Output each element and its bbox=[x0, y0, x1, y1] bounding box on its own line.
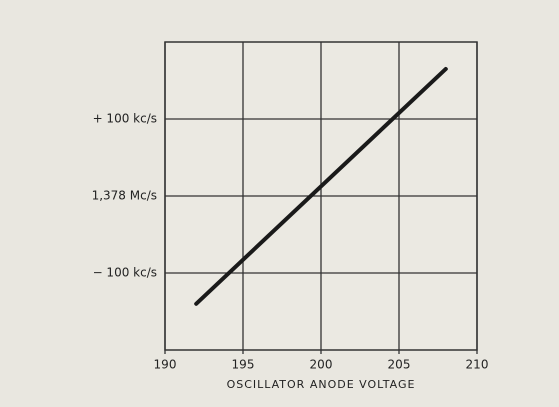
x-tick-label: 190 bbox=[154, 358, 177, 372]
x-axis-label: OSCILLATOR ANODE VOLTAGE bbox=[227, 378, 416, 391]
y-tick-label: + 100 kc/s bbox=[93, 112, 157, 126]
y-tick-label: − 100 kc/s bbox=[93, 266, 157, 280]
y-tick-label: 1,378 Mc/s bbox=[92, 189, 157, 203]
x-tick-label: 195 bbox=[232, 358, 255, 372]
x-tick-label: 205 bbox=[388, 358, 411, 372]
x-tick-label: 200 bbox=[310, 358, 333, 372]
data-line bbox=[194, 66, 448, 306]
x-tick-label: 210 bbox=[466, 358, 489, 372]
